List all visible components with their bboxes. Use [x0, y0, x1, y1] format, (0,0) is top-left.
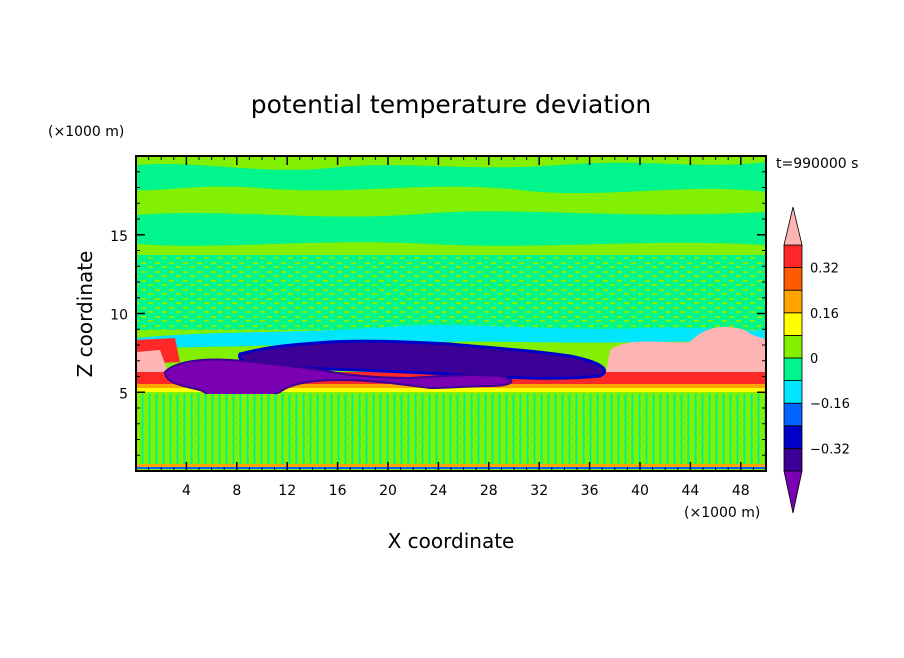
- time-label: t=990000 s: [776, 156, 858, 172]
- x-tick-label: 4: [182, 483, 191, 499]
- colorbar-segment: [783, 289, 803, 314]
- x-tick-label: 48: [732, 483, 750, 499]
- heatmap-field: [136, 156, 766, 471]
- colorbar: 0.32 0.16 0 −0.16 −0.32: [783, 206, 850, 514]
- field-surface-line: [136, 464, 766, 468]
- x-tick-label: 20: [379, 483, 397, 499]
- colorbar-tick-label: 0: [810, 352, 818, 367]
- colorbar-tick-label: 0.32: [810, 262, 839, 277]
- field-upper-teal-patches: [136, 162, 766, 194]
- x-axis-label: X coordinate: [388, 529, 515, 553]
- colorbar-segment: [783, 447, 803, 472]
- field-mid-speckle: [136, 255, 766, 330]
- colorbar-segment: [783, 425, 803, 449]
- x-tick-label: 12: [278, 483, 296, 499]
- colorbar-segment: [783, 380, 803, 404]
- colorbar-segment: [783, 312, 803, 336]
- colorbar-tick-label: −0.16: [810, 397, 850, 412]
- colorbar-segment: [783, 357, 803, 382]
- chart-title: potential temperature deviation: [251, 90, 651, 119]
- x-tick-label: 32: [530, 483, 548, 499]
- colorbar-extend-top: [783, 206, 803, 246]
- field-teal-band-upper: [136, 211, 766, 246]
- field-pink-right: [605, 326, 766, 378]
- y-unit-label: (×1000 m): [48, 124, 124, 140]
- colorbar-tick-label: 0.16: [810, 307, 839, 322]
- colorbar-segment: [783, 244, 803, 269]
- x-unit-label: (×1000 m): [684, 505, 760, 521]
- colorbar-extend-bottom: [783, 470, 803, 514]
- colorbar-tick-label: −0.32: [810, 442, 850, 457]
- x-tick-label: 8: [232, 483, 241, 499]
- x-tick-label: 28: [480, 483, 498, 499]
- x-tick-label: 44: [681, 483, 699, 499]
- y-tick-label: 15: [110, 229, 128, 245]
- field-cyan-strip: [136, 325, 766, 348]
- y-tick-label: 10: [110, 308, 128, 324]
- field-lower-streaks: [136, 394, 766, 466]
- field-pink-left: [136, 350, 168, 376]
- x-tick-label: 24: [429, 483, 447, 499]
- y-axis-label: Z coordinate: [73, 251, 97, 378]
- field-cold-pool-dark: [238, 339, 607, 380]
- field-warm-layer-yellow: [136, 388, 766, 392]
- x-tick-label: 16: [329, 483, 347, 499]
- x-tick-label: 40: [631, 483, 649, 499]
- colorbar-segment: [783, 402, 803, 427]
- colorbar-segment: [783, 334, 803, 359]
- y-tick-label: 5: [119, 386, 128, 402]
- x-tick-label: 36: [581, 483, 599, 499]
- colorbar-segment: [783, 267, 803, 291]
